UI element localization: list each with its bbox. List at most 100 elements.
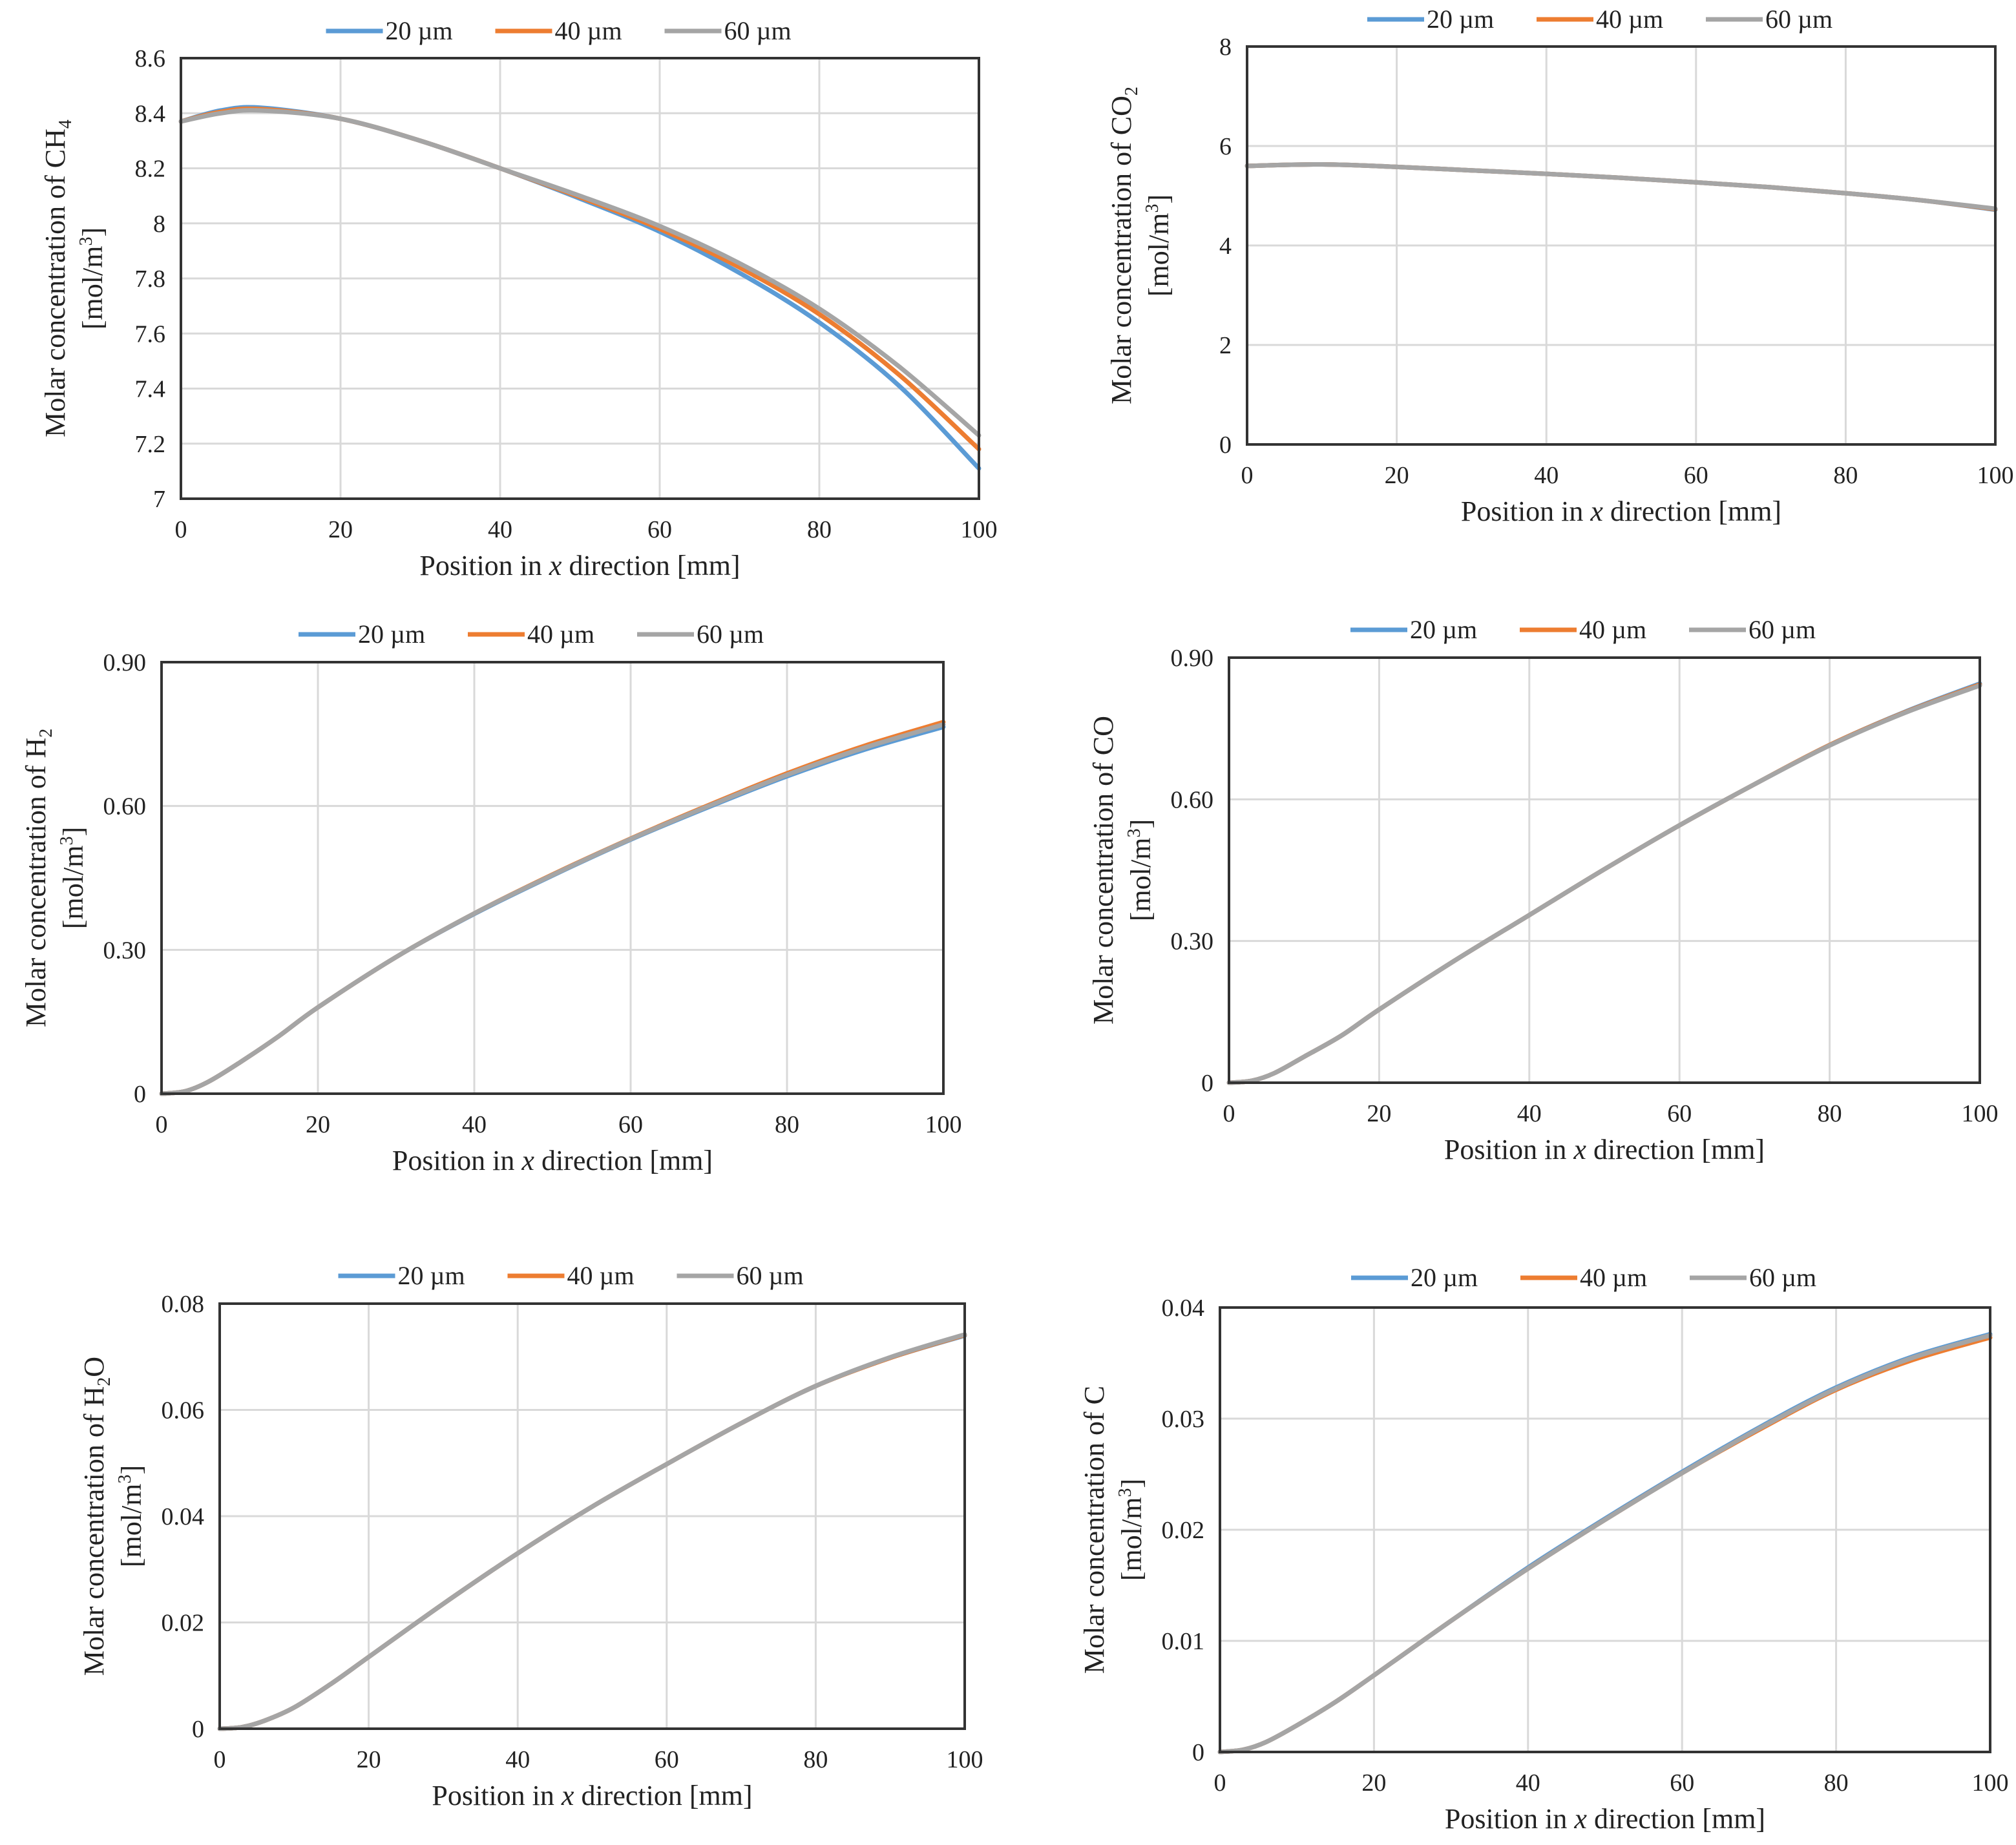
series-line-20um — [217, 1333, 967, 1731]
legend-label: 60 µm — [724, 16, 792, 45]
legend-label: 60 µm — [737, 1261, 804, 1290]
y-axis-label-subscript: 4 — [56, 120, 76, 129]
y-axis-unit-text: ] — [1116, 1479, 1148, 1488]
x-axis-label-variable: x — [561, 1780, 574, 1811]
legend-item: 60 µm — [1690, 1263, 1816, 1292]
y-tick-label: 8.2 — [135, 156, 166, 183]
y-axis-unit-superscript: 3 — [76, 237, 96, 246]
legend-item: 20 µm — [326, 16, 453, 45]
legend-item: 60 µm — [1706, 5, 1832, 34]
legend-item: 60 µm — [677, 1261, 804, 1290]
legend-label: 60 µm — [1749, 1263, 1816, 1292]
legend-label: 20 µm — [358, 620, 425, 649]
y-axis-unit-text: [mol/m — [77, 246, 109, 330]
series-line-60um — [1217, 1333, 1993, 1755]
legend-item: 40 µm — [495, 16, 622, 45]
series-line-60um — [159, 722, 946, 1096]
plot-frame — [160, 661, 945, 1095]
y-tick-label: 8.4 — [135, 100, 166, 127]
x-tick-label: 80 — [1818, 1100, 1842, 1127]
y-tick-label: 7.2 — [135, 431, 166, 458]
legend-label: 20 µm — [1427, 5, 1494, 34]
legend-item: 60 µm — [637, 620, 764, 649]
x-axis-label-variable: x — [1590, 495, 1603, 527]
y-axis-unit-text: [mol/m — [1125, 838, 1157, 922]
y-axis-label: Molar concentration of CO2 — [1106, 87, 1142, 404]
y-axis-unit-text: ] — [58, 827, 89, 837]
series-line-40um — [217, 1333, 967, 1731]
legend-item: 40 µm — [468, 620, 594, 649]
legend-item: 20 µm — [1367, 5, 1494, 34]
x-axis-label-text: Position in — [1445, 1803, 1575, 1835]
y-axis-unit: [mol/m3] — [57, 827, 89, 929]
y-tick-label: 0.60 — [103, 793, 147, 820]
y-tick-label: 0.06 — [162, 1397, 205, 1424]
x-tick-label: 20 — [357, 1746, 381, 1773]
x-tick-label: 80 — [803, 1746, 828, 1773]
x-axis-label-variable: x — [1573, 1134, 1586, 1165]
x-tick-label: 40 — [1534, 462, 1559, 489]
x-axis-label: Position in x direction [mm] — [432, 1780, 752, 1811]
legend-label: 40 µm — [1596, 5, 1663, 34]
y-axis-label: Molar concentration of C — [1078, 1386, 1110, 1674]
y-tick-label: 0.03 — [1162, 1406, 1205, 1433]
y-tick-label: 0.04 — [1162, 1295, 1205, 1322]
x-tick-label: 60 — [1684, 462, 1708, 489]
x-axis-label-text: direction [mm] — [574, 1780, 752, 1811]
x-tick-label: 100 — [1977, 462, 2014, 489]
legend-item: 40 µm — [1520, 615, 1646, 644]
y-axis-unit-superscript: 3 — [57, 837, 77, 846]
y-tick-label: 0.02 — [162, 1610, 205, 1637]
y-axis-label-subscript: 2 — [94, 1377, 114, 1386]
x-tick-label: 100 — [947, 1746, 983, 1773]
x-tick-label: 20 — [328, 516, 353, 543]
y-tick-label: 0.30 — [103, 937, 147, 964]
x-tick-label: 100 — [1962, 1100, 1999, 1127]
y-tick-label: 7.4 — [135, 376, 166, 403]
y-tick-label: 0.04 — [162, 1503, 205, 1530]
x-axis-label: Position in x direction [mm] — [419, 550, 740, 581]
y-axis-label-subscript: 2 — [36, 729, 56, 738]
chart-4: 0 20 40 60 80 100 0 0.30 0.60 0.90 Position in x d… — [1087, 615, 1999, 1165]
legend-label: 40 µm — [555, 16, 622, 45]
legend-item: 40 µm — [1537, 5, 1663, 34]
y-axis-label-text: Molar concentration of C — [1078, 1386, 1110, 1674]
x-axis-label-variable: x — [1573, 1803, 1587, 1835]
legend-item: 20 µm — [1350, 615, 1477, 644]
x-tick-label: 100 — [925, 1111, 962, 1138]
y-axis-unit: [mol/m3] — [1124, 819, 1157, 921]
x-axis-label-text: direction [mm] — [1603, 495, 1781, 527]
chart-2: 0 20 40 60 80 100 0 2 4 6 8 Position in x direction… — [1106, 5, 2014, 527]
y-tick-label: 0 — [1201, 1070, 1213, 1097]
x-axis-label-text: direction [mm] — [1586, 1134, 1765, 1165]
series-line-40um — [1244, 162, 1998, 212]
x-tick-label: 60 — [1670, 1769, 1694, 1797]
legend-label: 40 µm — [1579, 615, 1646, 644]
legend-item: 40 µm — [507, 1261, 635, 1290]
y-axis-unit-text: [mol/m — [58, 846, 89, 930]
y-axis-label: Molar concentration of CH4 — [39, 120, 76, 437]
y-axis-label: Molar concentration of CO — [1087, 716, 1119, 1025]
legend-item: 60 µm — [1689, 615, 1816, 644]
legend-label: 20 µm — [398, 1261, 465, 1290]
x-tick-label: 0 — [175, 516, 187, 543]
series-line-20um — [1226, 681, 1982, 1085]
y-tick-label: 0.08 — [162, 1291, 205, 1318]
x-axis-label-text: Position in — [392, 1145, 522, 1176]
y-tick-label: 0.30 — [1171, 928, 1214, 955]
x-tick-label: 60 — [1667, 1100, 1692, 1127]
y-tick-label: 0 — [1219, 432, 1232, 459]
y-axis-unit-text: [mol/m — [116, 1484, 147, 1568]
x-axis-label-variable: x — [521, 1145, 534, 1176]
plot-frame — [218, 1302, 966, 1730]
y-tick-label: 7.6 — [135, 320, 166, 348]
series-line-40um — [1217, 1335, 1993, 1755]
legend-label: 40 µm — [527, 620, 594, 649]
chart-6: 0 20 40 60 80 100 0 0.01 0.02 0.03 0.04 Position in… — [1078, 1263, 2009, 1835]
legend-label: 40 µm — [567, 1261, 635, 1290]
legend-label: 20 µm — [1411, 1263, 1478, 1292]
y-axis-label: Molar concentration of H2O — [78, 1357, 114, 1676]
y-axis-unit-text: ] — [116, 1465, 147, 1475]
x-axis-label-text: direction [mm] — [1587, 1803, 1765, 1835]
y-tick-label: 0.60 — [1171, 786, 1214, 813]
